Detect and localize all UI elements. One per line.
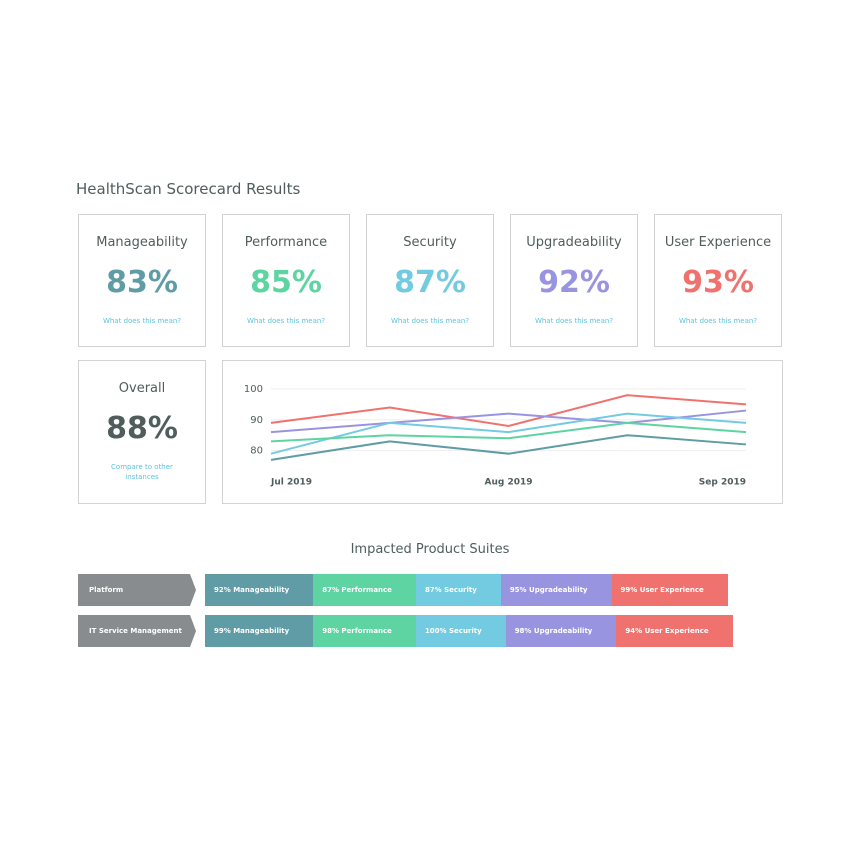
card-value: 88%: [106, 411, 178, 446]
suite-segment: 92% Manageability: [205, 574, 314, 606]
card-link[interactable]: What does this mean?: [390, 317, 470, 325]
suite-segment: 87% Security: [415, 574, 501, 606]
suites-title: Impacted Product Suites: [350, 542, 510, 557]
y-tick-label: 100: [244, 384, 263, 395]
card-link[interactable]: What does this mean?: [246, 317, 326, 325]
series-line: [270, 409, 747, 434]
line-chart: 80 90 100 Jul 2019 Aug 2019 Sep 2019: [244, 384, 747, 488]
y-tick-label: 80: [250, 446, 263, 457]
y-tick-label: 90: [250, 415, 263, 426]
score-card: Manageability 83% What does this mean?: [78, 214, 206, 347]
x-tick-label: Sep 2019: [699, 478, 746, 488]
suite-row: IT Service Management 99% Manageability 98…: [78, 615, 733, 647]
card-link[interactable]: What does this mean?: [534, 317, 614, 325]
series-line: [270, 421, 747, 443]
x-tick-label: Aug 2019: [485, 478, 533, 488]
card-title: User Experience: [664, 235, 772, 250]
card-title: Performance: [244, 235, 328, 250]
suite-row: Platform 92% Manageability 87% Performance…: [78, 574, 728, 606]
card-value: 87%: [394, 265, 466, 300]
score-card: User Experience 93% What does this mean?: [654, 214, 782, 347]
card-value: 85%: [250, 265, 322, 300]
chart-card: 80 90 100 Jul 2019 Aug 2019 Sep 2019: [222, 360, 783, 504]
suite-segment: 98% Performance: [313, 615, 416, 647]
card-link[interactable]: What does this mean?: [102, 317, 182, 325]
suite-segment: 95% Upgradeability: [500, 574, 612, 606]
card-value: 92%: [538, 265, 610, 300]
suite-segment: 98% Upgradeability: [505, 615, 617, 647]
score-card: Upgradeability 92% What does this mean?: [510, 214, 638, 347]
card-value: 83%: [106, 265, 178, 300]
x-tick-label: Jul 2019: [270, 478, 312, 488]
suite-segment: 99% User Experience: [611, 574, 728, 606]
suite-segment: 99% Manageability: [205, 615, 314, 647]
series-line: [270, 412, 747, 455]
score-card: Overall 88% Compare to other instances: [78, 360, 206, 504]
series-line: [270, 434, 747, 461]
series-line: [270, 394, 747, 427]
card-value: 93%: [682, 265, 754, 300]
score-card: Security 87% What does this mean?: [366, 214, 494, 347]
card-title: Overall: [118, 381, 166, 396]
card-link[interactable]: What does this mean?: [678, 317, 758, 325]
card-title: Manageability: [96, 235, 188, 250]
suite-name: IT Service Management: [78, 615, 196, 647]
page-title: HealthScan Scorecard Results: [76, 180, 301, 198]
card-link[interactable]: Compare to other instances: [111, 463, 173, 481]
suite-segment: 100% Security: [415, 615, 506, 647]
suite-name: Platform: [78, 574, 196, 606]
score-card: Performance 85% What does this mean?: [222, 214, 350, 347]
suite-segment: 87% Performance: [313, 574, 416, 606]
card-title: Upgradeability: [526, 235, 622, 250]
card-title: Security: [403, 235, 457, 250]
suite-segment: 94% User Experience: [616, 615, 733, 647]
